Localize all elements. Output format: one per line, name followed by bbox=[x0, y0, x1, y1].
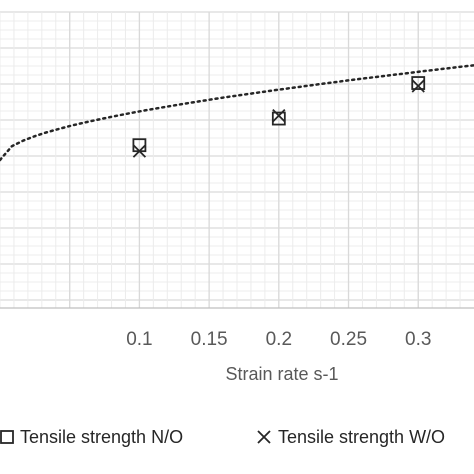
x-tick-label: 0.25 bbox=[330, 329, 367, 350]
x-tick-labels: 0.10.150.20.250.30 bbox=[126, 329, 431, 350]
legend-x-icon bbox=[257, 430, 271, 444]
x-tick-label: 0.2 bbox=[266, 329, 292, 350]
legend-square-icon bbox=[0, 430, 14, 444]
marker-x bbox=[272, 108, 286, 123]
legend: Tensile strength N/O Tensile strength W/O bbox=[0, 427, 445, 447]
x-tick-label: 0.15 bbox=[191, 329, 228, 350]
grid bbox=[0, 11, 474, 308]
legend-item-label: Tensile strength N/O bbox=[20, 427, 183, 447]
marker-x bbox=[132, 144, 147, 158]
data-points bbox=[132, 76, 426, 158]
x-tick-label: 0.3 bbox=[405, 329, 431, 350]
marker-square bbox=[271, 111, 286, 126]
x-tick-label: 0.1 bbox=[126, 329, 152, 350]
marker-x bbox=[411, 79, 425, 93]
trendline bbox=[0, 64, 474, 162]
marker-square bbox=[411, 76, 426, 90]
legend-item-label: Tensile strength W/O bbox=[278, 427, 445, 447]
x-axis-label: Strain rate s-1 bbox=[225, 364, 338, 384]
